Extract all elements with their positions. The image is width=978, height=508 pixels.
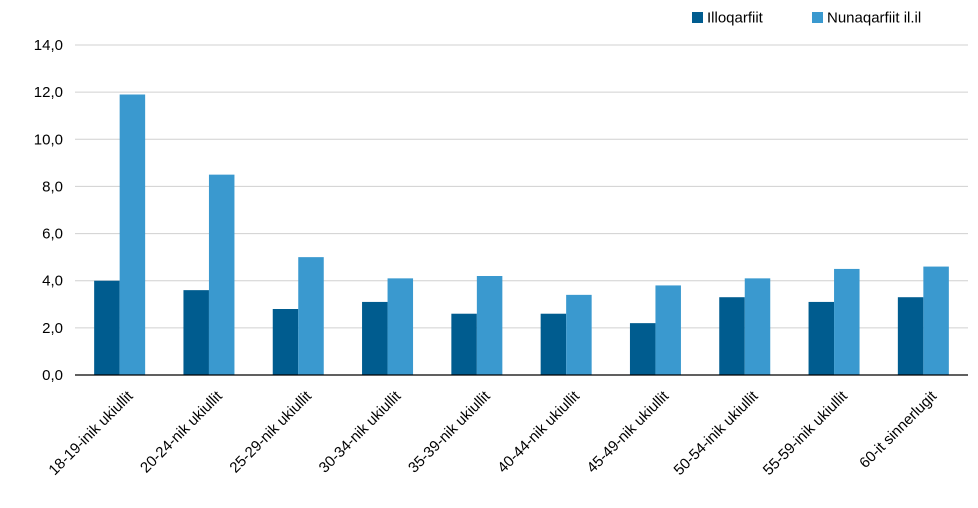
y-tick-label: 0,0 [42,367,63,384]
y-axis-tick-labels: 0,0 2,0 4,0 6,0 8,0 10,0 12,0 14,0 [34,37,63,384]
legend: Illoqarfiit Nunaqarfiit il.il [692,10,921,27]
x-category-label: 30-34-nik ukiullit [316,387,405,476]
bar-series2 [566,294,592,375]
legend-swatch [692,12,703,23]
bar-series2 [744,278,771,375]
bar-series2 [298,257,324,375]
x-category-label: 55-59-inik ukiullit [760,387,852,479]
legend-label: Nunaqarfiit il.il [827,10,921,27]
x-category-label: 20-24-nik ukiullit [137,387,226,476]
x-category-label: 18-19-inik ukiullit [45,387,137,479]
bar-series1 [94,280,120,375]
y-tick-label: 8,0 [42,178,63,195]
bar-series2 [655,285,681,375]
legend-swatch [812,12,823,23]
x-category-label: 25-29-nik ukiullit [226,387,315,476]
bar-series1 [362,301,388,375]
bar-series1 [897,297,924,375]
legend-label: Illoqarfiit [707,10,764,27]
bar-series1 [719,297,745,375]
bars [94,94,949,375]
y-tick-label: 6,0 [42,226,63,243]
bar-series1 [272,309,299,375]
bar-series2 [208,174,235,375]
bar-series1 [183,290,209,375]
bar-series2 [923,266,949,375]
y-tick-label: 12,0 [34,84,63,101]
bar-series1 [629,323,656,375]
x-category-label: 45-49-nik ukiullit [584,387,673,476]
x-category-label: 60-it sinnerlugit [856,387,941,472]
x-category-label: 40-44-nik ukiullit [494,387,583,476]
y-tick-label: 14,0 [34,37,63,54]
bar-series1 [451,313,477,375]
y-tick-label: 2,0 [42,320,63,337]
bar-series2 [834,268,860,375]
x-category-label: 50-54-inik ukiullit [671,387,763,479]
bar-series2 [476,276,503,375]
x-category-label: 35-39-nik ukiullit [405,387,494,476]
bar-series1 [540,313,567,375]
x-axis-category-labels: 18-19-inik ukiullit 20-24-nik ukiullit 25-… [45,387,940,479]
bar-series2 [119,94,146,375]
bar-series1 [808,301,835,375]
y-tick-label: 4,0 [42,273,63,290]
y-tick-label: 10,0 [34,131,63,148]
bar-series2 [387,278,414,375]
